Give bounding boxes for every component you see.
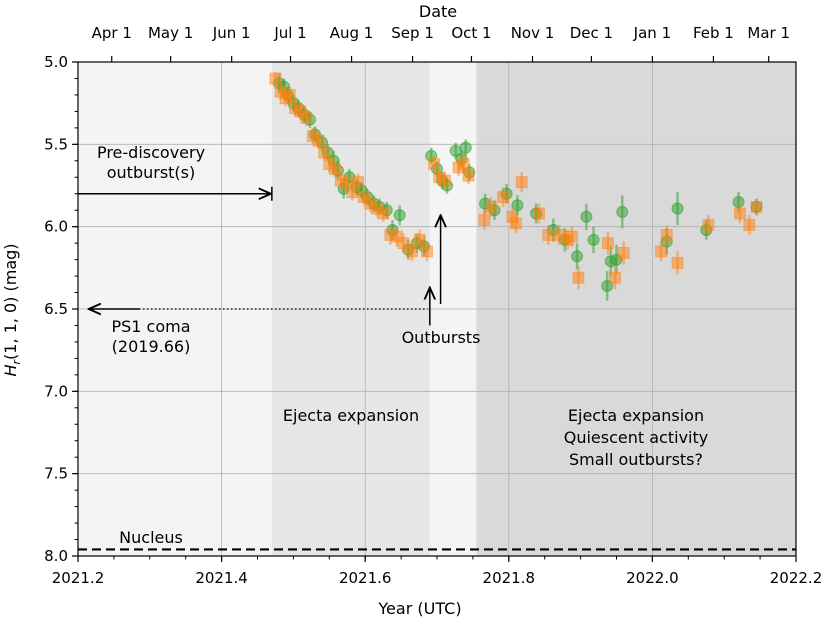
top-date-label: Oct 1	[451, 24, 491, 42]
y-tick-label: 6.0	[44, 218, 68, 236]
orange-point	[609, 271, 621, 284]
orange-point	[566, 230, 578, 243]
orange-point	[405, 245, 418, 258]
orange-point	[312, 135, 325, 147]
y-tick-label: 5.5	[44, 135, 68, 153]
x-tick-label: 2021.8	[483, 569, 536, 587]
orange-point	[377, 207, 390, 220]
y-tick-label: 8.0	[44, 547, 68, 565]
outbursts-label: Outbursts	[402, 328, 481, 347]
green-point	[393, 209, 406, 222]
top-date-label: Sep 1	[391, 24, 434, 42]
orange-point	[601, 237, 614, 250]
ejecta-expansion-label: Ejecta expansion	[283, 406, 419, 425]
late-phase-label-line3: Small outbursts?	[569, 450, 703, 469]
top-date-label: Jan 1	[633, 24, 671, 42]
orange-point	[352, 176, 364, 189]
annotation-arrows	[78, 186, 441, 326]
prediscovery-label-line1: Pre-discovery	[97, 143, 205, 162]
orange-point	[572, 271, 585, 284]
top-date-label: Aug 1	[330, 24, 374, 42]
top-date-label: Jul 1	[273, 24, 306, 42]
orange-point	[734, 207, 746, 220]
green-point	[571, 250, 584, 263]
top-date-label: Jun 1	[212, 24, 251, 42]
orange-point	[346, 186, 359, 198]
orange-point	[660, 228, 673, 241]
orange-point	[655, 245, 667, 258]
ps1-coma-label-line2: (2019.66)	[112, 337, 191, 356]
y-tick-label: 7.5	[44, 465, 68, 483]
y-axis-title-symbol: H	[1, 364, 20, 376]
orange-point	[300, 112, 313, 124]
orange-point	[515, 176, 528, 189]
y-tick-label: 6.5	[44, 300, 68, 318]
top-axis-title: Date	[419, 2, 457, 21]
axis-ticks: 2021.2 2021.4 2021.6 2021.8 2022.0 2022.2 5.0 5…	[44, 24, 822, 587]
data-points	[269, 71, 763, 301]
orange-point	[478, 214, 491, 226]
late-phase-label-line1: Ejecta expansion	[568, 406, 704, 425]
orange-point	[671, 256, 684, 269]
orange-point	[283, 89, 296, 101]
orange-point	[533, 207, 545, 220]
x-tick-label: 2021.2	[52, 569, 105, 587]
prediscovery-label-line2: outburst(s)	[107, 163, 196, 182]
top-date-label: Feb 1	[693, 24, 734, 42]
green-point	[580, 210, 593, 223]
orange-point	[750, 201, 763, 213]
x-tick-label: 2022.2	[770, 569, 823, 587]
ps1-coma-label-line1: PS1 coma	[111, 317, 190, 336]
orange-point	[702, 219, 715, 231]
y-axis-title: Hr(1, 1, 0) (mag)	[1, 243, 23, 376]
late-phase-label-line2: Quiescent activity	[564, 428, 708, 447]
green-point	[732, 195, 745, 208]
orange-point	[329, 163, 341, 175]
nucleus-label: Nucleus	[119, 528, 183, 547]
y-axis-title-subscript: r	[10, 358, 23, 364]
top-date-label: Apr 1	[92, 24, 132, 42]
orange-point	[462, 169, 475, 182]
top-date-label: May 1	[148, 24, 193, 42]
orange-point	[421, 245, 433, 258]
x-tick-label: 2022.0	[626, 569, 679, 587]
y-tick-label: 5.0	[44, 53, 68, 71]
orange-point	[413, 233, 426, 246]
orange-point	[318, 146, 331, 159]
green-point	[459, 141, 472, 154]
orange-point	[397, 237, 410, 250]
x-tick-label: 2021.6	[339, 569, 392, 587]
green-point	[671, 202, 684, 215]
orange-point	[542, 228, 555, 241]
orange-point	[457, 158, 470, 170]
green-point	[616, 205, 629, 218]
orange-point	[484, 201, 497, 213]
top-date-label: Dec 1	[570, 24, 613, 42]
y-axis-title-rest: (1, 1, 0) (mag)	[1, 243, 20, 359]
green-point	[587, 233, 600, 246]
orange-point	[617, 247, 630, 259]
top-date-label: Mar 1	[747, 24, 790, 42]
x-tick-label: 2021.4	[195, 569, 248, 587]
orange-point	[743, 219, 756, 231]
orange-point	[269, 72, 282, 85]
orange-point	[497, 191, 509, 203]
orange-point	[510, 217, 522, 230]
orange-point	[438, 174, 451, 187]
top-date-label: Nov 1	[511, 24, 555, 42]
x-axis-title: Year (UTC)	[377, 599, 461, 618]
y-tick-label: 7.0	[44, 382, 68, 400]
green-point	[511, 199, 524, 212]
orange-point	[428, 158, 441, 170]
